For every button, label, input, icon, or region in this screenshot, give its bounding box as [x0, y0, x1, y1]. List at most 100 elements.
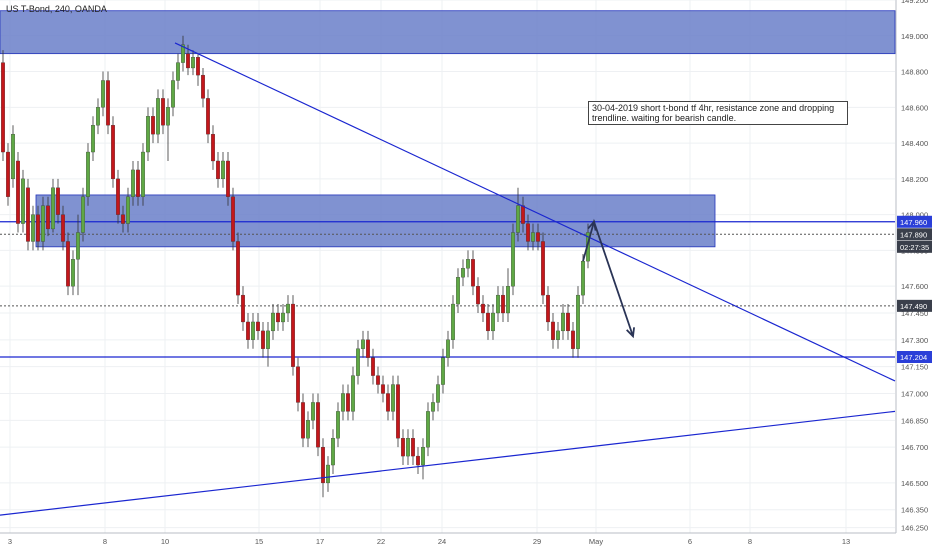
candle-body [206, 98, 210, 135]
price-label-bg [897, 228, 932, 241]
candle-body [576, 294, 580, 349]
x-tick-label: 8 [103, 537, 107, 546]
candle-body [476, 286, 480, 305]
y-tick-label: 148.800 [901, 68, 928, 77]
chart-annotation[interactable]: 30-04-2019 short t-bond tf 4hr, resistan… [588, 101, 848, 125]
candle-body [56, 187, 60, 215]
candle-body [101, 80, 105, 108]
time-axis[interactable]: 3 8 10 15 17 22 24 29 May 6 8 13 [0, 532, 896, 546]
candle-body [441, 357, 445, 385]
candle-body [321, 446, 325, 484]
y-tick-label: 149.000 [901, 32, 928, 41]
candle-body [26, 187, 30, 242]
candle-body [271, 312, 275, 332]
y-tick-label: 147.300 [901, 336, 928, 345]
candle-body [516, 205, 520, 233]
candle-body [161, 98, 165, 126]
candle-body [546, 294, 550, 323]
candle-body [216, 160, 220, 180]
candle-body [366, 339, 370, 358]
candle-body [211, 133, 215, 162]
candle-body [196, 57, 200, 76]
candle-body [231, 196, 235, 242]
candle-body [106, 80, 110, 126]
candle-body [486, 312, 490, 332]
candle-body [361, 339, 365, 349]
candle-body [521, 205, 525, 224]
candle-body [351, 375, 355, 412]
candle-body [186, 53, 190, 69]
candle-body [306, 420, 310, 439]
price-label: 02:27:35 [900, 243, 929, 252]
candle-body [286, 303, 290, 314]
x-tick-label: 15 [255, 537, 263, 546]
price-axis[interactable]: 149.200 149.000 148.800 148.600 148.400 148.2… [895, 0, 928, 533]
price-label-bg [897, 215, 932, 228]
trendlines [0, 42, 896, 516]
candle-body [151, 116, 155, 135]
x-tick-label: 17 [316, 537, 324, 546]
candle-body [346, 393, 350, 412]
candle-body [86, 151, 90, 197]
candle-body [461, 268, 465, 278]
x-tick-label: 6 [688, 537, 692, 546]
candle-body [481, 303, 485, 314]
candle-body [551, 321, 555, 340]
projection-arrow [582, 218, 635, 339]
candle-body [156, 98, 160, 135]
candle-body [561, 312, 565, 332]
candle-body [536, 232, 540, 242]
arrow-head-down [626, 327, 635, 339]
candle-body [131, 169, 135, 197]
x-tick-label: 13 [842, 537, 850, 546]
candle-body [61, 214, 65, 242]
candle-body [396, 384, 400, 439]
resistance-zone [35, 194, 716, 248]
price-label: 147.960 [900, 218, 927, 227]
price-label: 147.204 [900, 353, 927, 362]
price-label-bg [897, 351, 932, 364]
candle-body [376, 375, 380, 385]
price-label-bg [897, 240, 932, 253]
resistance-zones [0, 10, 896, 248]
y-tick-label: 148.200 [901, 175, 928, 184]
y-tick-label: 146.500 [901, 479, 928, 488]
candle-body [501, 294, 505, 314]
candle-body [296, 366, 300, 403]
candle-body [261, 330, 265, 349]
candle-body [11, 133, 15, 180]
candle-body [411, 438, 415, 457]
candle-body [251, 321, 255, 340]
candle-body [446, 339, 450, 358]
candle-body [381, 384, 385, 394]
y-tick-label: 147.000 [901, 389, 928, 398]
candle-body [316, 402, 320, 448]
candle-body [291, 303, 295, 367]
y-tick-label: 148.400 [901, 139, 928, 148]
candle-body [386, 393, 390, 412]
y-tick-label: 147.450 [901, 309, 928, 318]
y-tick-label: 148.000 [901, 211, 928, 220]
candle-body [66, 241, 70, 287]
candle-body [451, 303, 455, 340]
candle-body [391, 384, 395, 412]
x-tick-label: May [589, 537, 603, 546]
candle-body [511, 232, 515, 287]
resistance-zone [0, 10, 896, 55]
candlesticks [1, 35, 590, 498]
y-tick-label: 149.200 [901, 0, 928, 5]
chart-grid [0, 0, 895, 533]
candle-body [91, 125, 95, 153]
candle-body [566, 312, 570, 332]
candle-body [226, 160, 230, 197]
candle-body [201, 74, 205, 99]
candle-body [146, 116, 150, 153]
candle-body [246, 321, 250, 340]
price-labels: 147.960 147.890 02:27:35 147.490 147.204 [897, 215, 932, 364]
candle-body [241, 294, 245, 323]
candle-body [326, 464, 330, 484]
candle-body [71, 259, 75, 287]
candle-body [281, 312, 285, 323]
candle-body [121, 214, 125, 224]
